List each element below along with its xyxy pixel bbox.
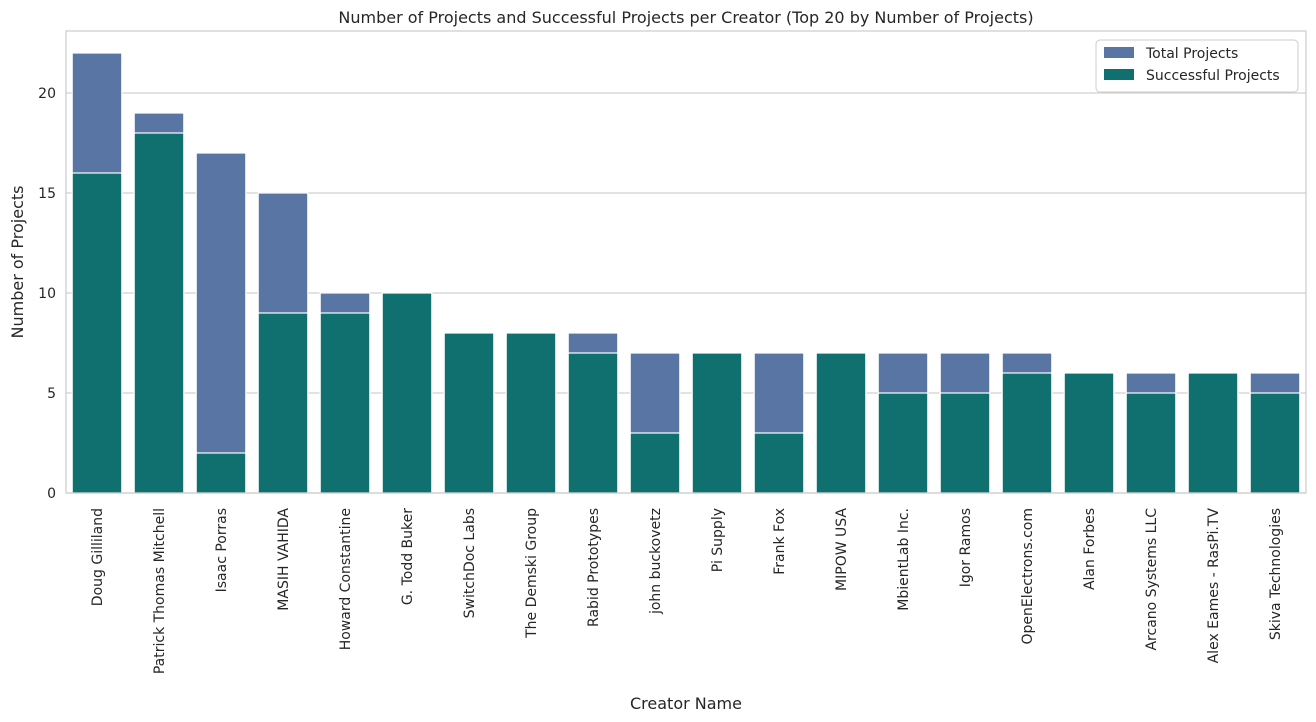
x-tick-label: Alex Eames - RasPi.TV [1206, 508, 1222, 664]
legend-box [1095, 39, 1299, 93]
bar-successful-projects [1001, 372, 1053, 494]
legend-label: Successful Projects [1146, 68, 1280, 84]
bar-successful-projects [1187, 372, 1239, 494]
x-tick-label: Arcano Systems LLC [1144, 508, 1160, 651]
bar-successful-projects [133, 132, 185, 494]
y-tick-label: 20 [38, 86, 56, 102]
x-tick-label: Rabid Prototypes [586, 508, 602, 627]
legend-swatch [1104, 47, 1134, 58]
bar-successful-projects [381, 292, 433, 494]
bar-successful-projects [195, 452, 247, 494]
legend-label: Total Projects [1145, 46, 1238, 62]
x-tick-label: MASIH VAHIDA [276, 508, 292, 611]
bar-successful-projects [443, 332, 495, 494]
x-tick-label: MIPOW USA [834, 508, 850, 591]
y-tick-label: 15 [38, 186, 56, 202]
legend: Total Projects Successful Projects [1095, 39, 1299, 93]
x-tick-label: Alan Forbes [1082, 508, 1098, 590]
x-tick-label: Howard Constantine [338, 508, 354, 650]
y-tick-label: 5 [47, 386, 56, 402]
x-tick-label: MbientLab Inc. [896, 508, 912, 611]
bar-successful-projects [71, 172, 123, 494]
legend-swatch [1104, 69, 1134, 80]
x-tick-label: Skiva Technologies [1268, 508, 1284, 640]
x-tick-labels: Doug Gilliland Patrick Thomas Mitchell Isa… [90, 508, 1284, 675]
bar-successful-projects [1249, 392, 1301, 494]
bar-successful-projects [1125, 392, 1177, 494]
x-tick-label: Doug Gilliland [90, 508, 106, 606]
y-tick-labels: 0 5 10 15 20 [38, 86, 56, 502]
bar-successful-projects [753, 432, 805, 494]
bar-successful-projects [257, 312, 309, 494]
bar-successful-projects [567, 352, 619, 494]
chart-title: Number of Projects and Successful Projec… [338, 8, 1033, 27]
bar-total-projects [195, 152, 247, 494]
bar-successful-projects [505, 332, 557, 494]
bar-successful-projects [629, 432, 681, 494]
gridlines [66, 92, 1306, 494]
x-tick-label: OpenElectrons.com [1020, 508, 1036, 644]
x-axis-label: Creator Name [630, 694, 742, 713]
y-tick-label: 0 [47, 486, 56, 502]
bar-successful-projects [815, 352, 867, 494]
bar-successful-projects [939, 392, 991, 494]
x-tick-label: Igor Ramos [958, 508, 974, 587]
y-tick-label: 10 [38, 286, 56, 302]
bars [71, 52, 1301, 494]
x-tick-label: Frank Fox [772, 508, 788, 575]
y-axis-label: Number of Projects [8, 186, 27, 339]
plot-frame [65, 30, 1307, 494]
bar-successful-projects [319, 312, 371, 494]
x-tick-label: john buckovetz [648, 508, 664, 615]
x-tick-label: G. Todd Buker [400, 508, 416, 605]
x-tick-label: SwitchDoc Labs [462, 508, 478, 618]
bar-successful-projects [1063, 372, 1115, 494]
bar-successful-projects [877, 392, 929, 494]
x-tick-label: Patrick Thomas Mitchell [152, 508, 168, 674]
x-tick-label: The Demski Group [524, 508, 540, 639]
bar-successful-projects [691, 352, 743, 494]
x-tick-label: Isaac Porras [214, 508, 230, 592]
x-tick-label: Pi Supply [710, 508, 726, 572]
